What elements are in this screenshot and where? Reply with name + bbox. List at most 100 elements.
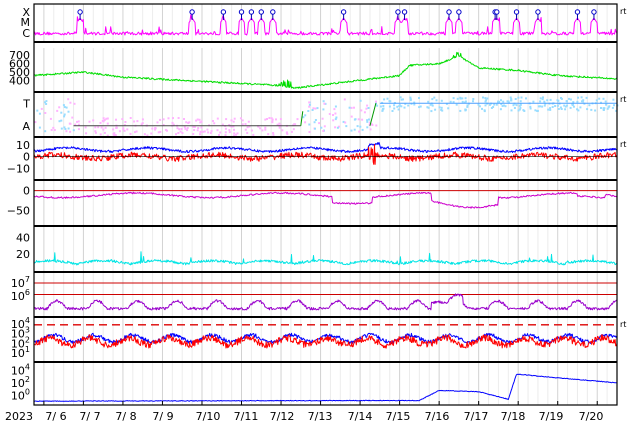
polarity-point xyxy=(350,115,353,118)
wind-speed-tick-label: 700 xyxy=(9,49,30,62)
polarity-point xyxy=(113,134,116,137)
polarity-point xyxy=(502,100,505,103)
polarity-point xyxy=(547,108,550,111)
polarity-point xyxy=(141,122,144,125)
polarity-point xyxy=(595,99,598,102)
sector-boundary-mark xyxy=(369,103,377,126)
polarity-point xyxy=(304,121,307,124)
polarity-point xyxy=(36,109,39,112)
polarity-point xyxy=(63,113,66,116)
polarity-point xyxy=(118,130,121,133)
tick-exponent: 3 xyxy=(25,326,30,335)
polarity-point xyxy=(113,132,116,135)
polarity-point xyxy=(85,132,88,135)
polarity-point xyxy=(44,130,47,133)
polarity-point xyxy=(296,118,299,121)
flare-marker xyxy=(535,9,541,15)
x-tick-label: 7/12 xyxy=(270,410,295,423)
dst-tick-label: 0 xyxy=(23,185,30,198)
density-line xyxy=(33,251,618,266)
polarity-point xyxy=(63,106,66,108)
polarity-point xyxy=(236,132,239,135)
polarity-point xyxy=(334,105,337,108)
polarity-point xyxy=(452,101,455,104)
polarity-point xyxy=(375,100,377,103)
polarity-point xyxy=(350,129,353,132)
polarity-point xyxy=(503,104,505,107)
polarity-point xyxy=(266,118,268,120)
polarity-point xyxy=(560,108,563,110)
polarity-point xyxy=(484,97,487,100)
polarity-point xyxy=(585,96,588,99)
polarity-point xyxy=(445,102,448,105)
polarity-point xyxy=(407,104,410,107)
polarity-point xyxy=(247,120,250,123)
polarity-point xyxy=(233,117,236,120)
polarity-point xyxy=(366,120,369,123)
panel-right-label: rt xyxy=(620,95,626,104)
polarity-point xyxy=(99,121,102,124)
polarity-point xyxy=(393,107,396,110)
polarity-point xyxy=(543,104,546,107)
polarity-point xyxy=(193,125,196,128)
polarity-point xyxy=(212,120,214,122)
polarity-point xyxy=(549,98,552,101)
density-tick-label: 40 xyxy=(16,232,30,245)
polarity-point xyxy=(62,104,65,107)
wind-speed-tick-label: 600 xyxy=(9,58,30,71)
polarity-point xyxy=(58,120,61,123)
polarity-point xyxy=(452,97,455,100)
polarity-point xyxy=(434,108,437,111)
polarity-point xyxy=(180,128,183,130)
polarity-point xyxy=(534,109,537,112)
x-tick-label: 7/19 xyxy=(539,410,564,423)
polarity-point xyxy=(541,98,544,101)
polarity-point xyxy=(308,131,311,133)
polarity-point xyxy=(500,103,503,106)
polarity-point xyxy=(143,133,146,136)
polarity-point xyxy=(568,97,570,100)
polarity-point xyxy=(275,118,277,121)
polarity-point xyxy=(353,118,356,121)
polarity-point xyxy=(366,119,369,122)
polarity-point xyxy=(427,100,430,103)
polarity-point xyxy=(400,105,403,108)
polarity-point xyxy=(233,132,236,135)
polarity-point xyxy=(517,96,520,99)
xray-flux-line xyxy=(33,14,618,36)
panel-right-label: rt xyxy=(620,320,626,329)
polarity-point xyxy=(485,99,488,102)
polarity-point xyxy=(605,103,608,106)
polarity-point xyxy=(228,124,231,126)
polarity-point xyxy=(433,96,436,99)
polarity-point xyxy=(569,98,572,101)
polarity-point xyxy=(221,123,224,126)
polarity-point xyxy=(361,128,364,131)
polarity-point xyxy=(49,117,52,120)
polarity-point xyxy=(50,129,53,131)
polarity-point xyxy=(77,123,80,126)
polarity-point xyxy=(271,120,274,123)
polarity-point xyxy=(332,114,334,116)
polarity-point xyxy=(60,119,63,122)
polarity-point xyxy=(603,107,606,110)
polarity-point xyxy=(582,99,585,102)
polarity-point xyxy=(569,106,572,109)
polarity-point xyxy=(151,127,154,130)
polarity-point xyxy=(72,129,75,132)
polarity-point xyxy=(199,130,202,133)
polarity-tick-label: A xyxy=(22,120,30,133)
polarity-point xyxy=(323,102,326,105)
polarity-point xyxy=(308,105,311,108)
polarity-point xyxy=(181,132,184,134)
polarity-point xyxy=(198,118,201,121)
flare-marker xyxy=(77,9,83,15)
polarity-point xyxy=(203,130,206,133)
polarity-point xyxy=(359,99,362,102)
polarity-point xyxy=(69,130,72,133)
polarity-point xyxy=(350,106,353,109)
polarity-point xyxy=(345,125,348,128)
imf-bz-line xyxy=(33,144,618,165)
flare-marker xyxy=(340,9,347,15)
